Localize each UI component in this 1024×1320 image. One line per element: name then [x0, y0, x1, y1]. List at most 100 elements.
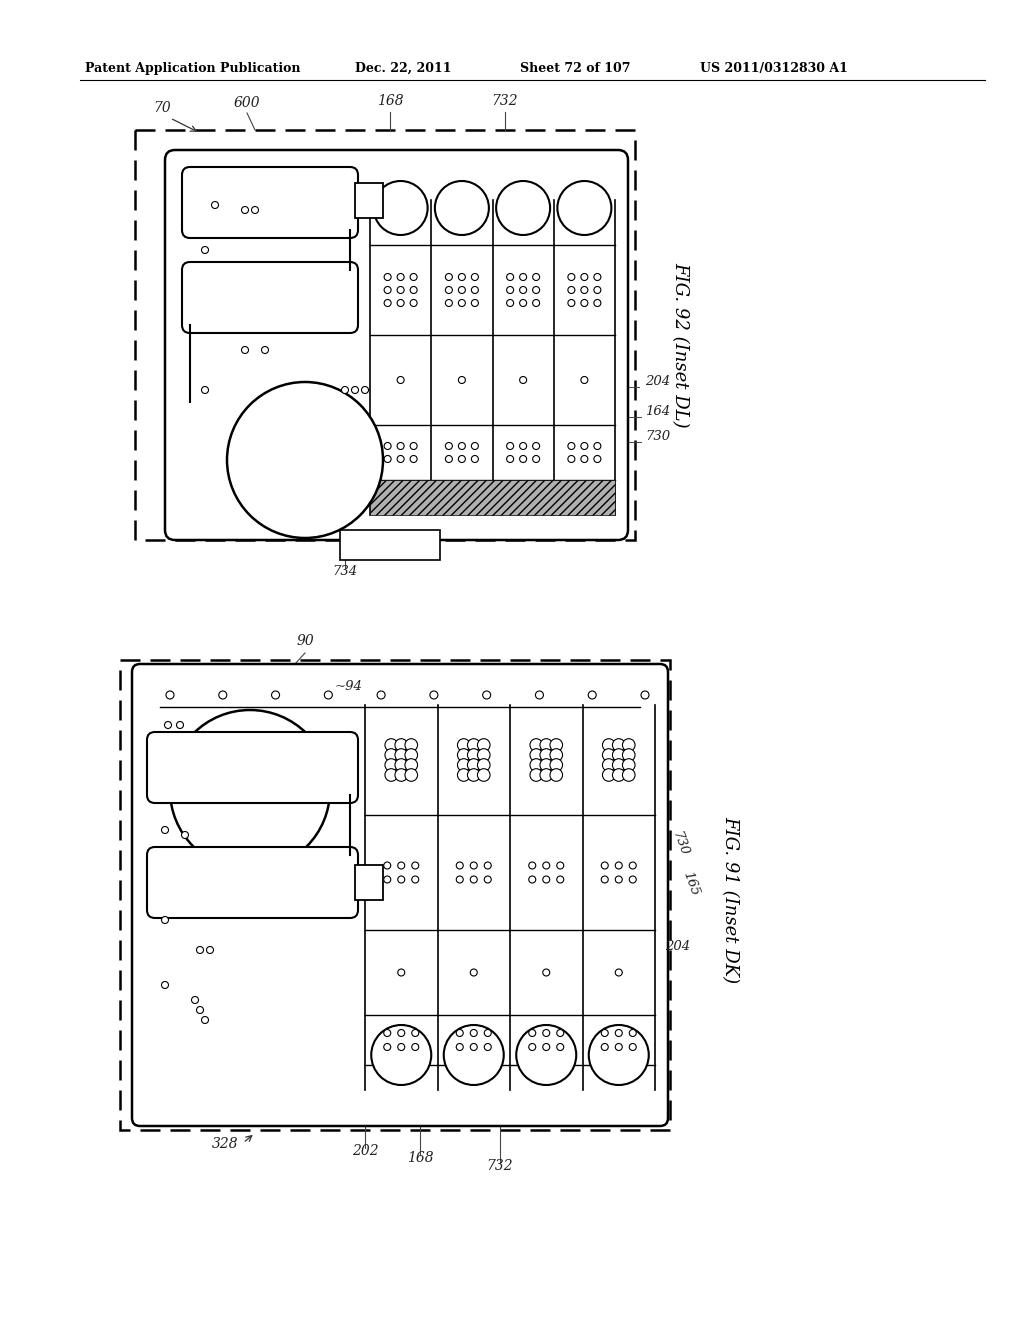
- Circle shape: [471, 300, 478, 306]
- Circle shape: [404, 748, 418, 762]
- Circle shape: [540, 748, 553, 762]
- Circle shape: [384, 273, 391, 281]
- Circle shape: [540, 739, 553, 751]
- Circle shape: [557, 1044, 564, 1051]
- Circle shape: [550, 768, 562, 781]
- FancyBboxPatch shape: [165, 150, 628, 540]
- Circle shape: [384, 876, 391, 883]
- Circle shape: [458, 768, 470, 781]
- Circle shape: [412, 862, 419, 869]
- Circle shape: [470, 1030, 477, 1036]
- Circle shape: [430, 690, 438, 700]
- Circle shape: [457, 1044, 463, 1051]
- Circle shape: [470, 969, 477, 975]
- Text: Patent Application Publication: Patent Application Publication: [85, 62, 300, 75]
- Circle shape: [615, 1030, 623, 1036]
- Circle shape: [528, 862, 536, 869]
- Circle shape: [197, 1006, 204, 1014]
- Circle shape: [530, 768, 543, 781]
- Text: FIG. 92 (Inset DL): FIG. 92 (Inset DL): [671, 263, 689, 428]
- Circle shape: [212, 202, 218, 209]
- Circle shape: [458, 748, 470, 762]
- Text: 730: 730: [670, 830, 691, 858]
- Circle shape: [530, 759, 543, 771]
- Circle shape: [202, 387, 209, 393]
- Circle shape: [242, 206, 249, 214]
- Circle shape: [594, 286, 601, 293]
- Circle shape: [568, 273, 574, 281]
- Circle shape: [411, 300, 417, 306]
- Circle shape: [467, 759, 480, 771]
- Circle shape: [467, 748, 480, 762]
- Text: 90: 90: [296, 634, 314, 648]
- Circle shape: [197, 946, 204, 953]
- Circle shape: [385, 768, 397, 781]
- Circle shape: [557, 1030, 564, 1036]
- Circle shape: [459, 300, 465, 306]
- Circle shape: [459, 273, 465, 281]
- Circle shape: [242, 346, 249, 354]
- Circle shape: [202, 247, 209, 253]
- Circle shape: [397, 876, 404, 883]
- Circle shape: [412, 876, 419, 883]
- Circle shape: [477, 748, 490, 762]
- Circle shape: [404, 759, 418, 771]
- Circle shape: [589, 1026, 649, 1085]
- Circle shape: [397, 286, 404, 293]
- Text: FIG. 91 (Inset DK): FIG. 91 (Inset DK): [721, 817, 739, 983]
- Circle shape: [459, 442, 465, 450]
- Circle shape: [601, 1030, 608, 1036]
- Text: 732: 732: [486, 1159, 513, 1173]
- Bar: [120, 660, 670, 1130]
- Circle shape: [581, 273, 588, 281]
- Circle shape: [457, 862, 463, 869]
- FancyBboxPatch shape: [147, 847, 358, 917]
- Text: Dec. 22, 2011: Dec. 22, 2011: [355, 62, 452, 75]
- Circle shape: [528, 1030, 536, 1036]
- Circle shape: [384, 442, 391, 450]
- Circle shape: [176, 722, 183, 729]
- Circle shape: [550, 759, 562, 771]
- Circle shape: [325, 690, 333, 700]
- Circle shape: [581, 286, 588, 293]
- Circle shape: [516, 1026, 577, 1085]
- Circle shape: [445, 286, 453, 293]
- Circle shape: [459, 455, 465, 462]
- Circle shape: [395, 768, 408, 781]
- Circle shape: [397, 273, 404, 281]
- Circle shape: [557, 181, 611, 235]
- Circle shape: [395, 759, 408, 771]
- Circle shape: [519, 376, 526, 384]
- Circle shape: [623, 748, 635, 762]
- Circle shape: [532, 455, 540, 462]
- Circle shape: [471, 286, 478, 293]
- Circle shape: [384, 1044, 391, 1051]
- Circle shape: [467, 768, 480, 781]
- Circle shape: [543, 1030, 550, 1036]
- Circle shape: [397, 969, 404, 975]
- Circle shape: [568, 455, 574, 462]
- Circle shape: [351, 387, 358, 393]
- Circle shape: [170, 710, 330, 870]
- Text: 600: 600: [202, 869, 228, 883]
- Circle shape: [532, 273, 540, 281]
- Text: 165: 165: [680, 870, 700, 898]
- Circle shape: [602, 748, 615, 762]
- Circle shape: [471, 442, 478, 450]
- Circle shape: [528, 876, 536, 883]
- Circle shape: [467, 739, 480, 751]
- Circle shape: [630, 876, 636, 883]
- Circle shape: [536, 690, 544, 700]
- Circle shape: [470, 1044, 477, 1051]
- Circle shape: [602, 768, 615, 781]
- Circle shape: [581, 376, 588, 384]
- Circle shape: [540, 768, 553, 781]
- Circle shape: [601, 1044, 608, 1051]
- Circle shape: [384, 455, 391, 462]
- Text: US 2011/0312830 A1: US 2011/0312830 A1: [700, 62, 848, 75]
- Circle shape: [162, 916, 169, 924]
- Circle shape: [445, 300, 453, 306]
- Circle shape: [528, 1044, 536, 1051]
- Circle shape: [602, 739, 615, 751]
- Circle shape: [397, 300, 404, 306]
